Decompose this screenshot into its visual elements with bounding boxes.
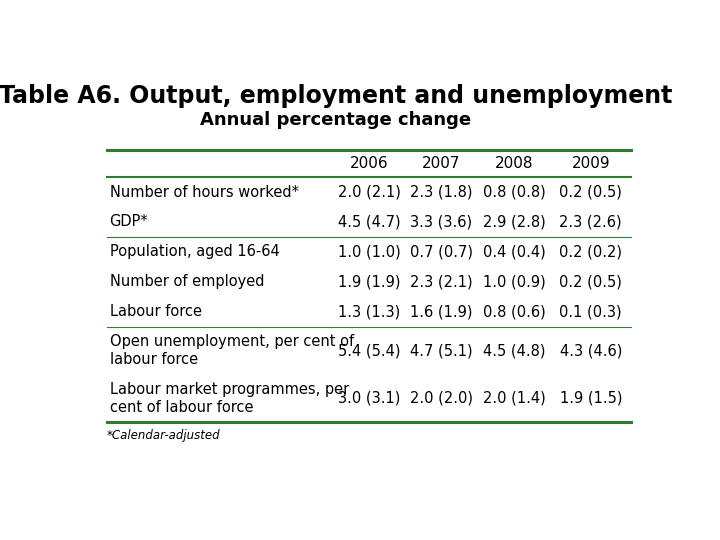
Text: 2.0 (2.0): 2.0 (2.0) xyxy=(410,391,473,406)
Text: 4.3 (4.6): 4.3 (4.6) xyxy=(559,343,622,358)
Text: 5.4 (5.4): 5.4 (5.4) xyxy=(338,343,400,358)
Text: 3.0 (3.1): 3.0 (3.1) xyxy=(338,391,400,406)
Text: 0.8 (0.6): 0.8 (0.6) xyxy=(482,304,546,319)
Text: 2007: 2007 xyxy=(423,156,461,171)
Text: 1.6 (1.9): 1.6 (1.9) xyxy=(410,304,473,319)
Text: 1.0 (0.9): 1.0 (0.9) xyxy=(482,274,546,289)
Text: *Calendar-adjusted: *Calendar-adjusted xyxy=(107,429,220,442)
Text: 1.3 (1.3): 1.3 (1.3) xyxy=(338,304,400,319)
Text: 0.2 (0.5): 0.2 (0.5) xyxy=(559,185,622,200)
Text: 2.0 (2.1): 2.0 (2.1) xyxy=(338,185,400,200)
Text: SVERIGES
RIKSBANK: SVERIGES RIKSBANK xyxy=(646,46,690,68)
Text: 0.7 (0.7): 0.7 (0.7) xyxy=(410,245,473,259)
Text: Labour force: Labour force xyxy=(109,304,202,319)
Text: 0.8 (0.8): 0.8 (0.8) xyxy=(482,185,546,200)
Text: 2.3 (1.8): 2.3 (1.8) xyxy=(410,185,473,200)
Text: 0.4 (0.4): 0.4 (0.4) xyxy=(482,245,546,259)
Text: Number of hours worked*: Number of hours worked* xyxy=(109,185,299,200)
Text: Population, aged 16-64: Population, aged 16-64 xyxy=(109,245,279,259)
Text: 4.7 (5.1): 4.7 (5.1) xyxy=(410,343,473,358)
Text: 0.2 (0.5): 0.2 (0.5) xyxy=(559,274,622,289)
Text: Number of employed: Number of employed xyxy=(109,274,264,289)
Text: 1.9 (1.5): 1.9 (1.5) xyxy=(559,391,622,406)
Text: 2009: 2009 xyxy=(572,156,610,171)
Text: 1.9 (1.9): 1.9 (1.9) xyxy=(338,274,400,289)
Text: 3.3 (3.6): 3.3 (3.6) xyxy=(410,214,472,230)
Text: Open unemployment, per cent of
labour force: Open unemployment, per cent of labour fo… xyxy=(109,334,354,367)
Text: 4.5 (4.7): 4.5 (4.7) xyxy=(338,214,400,230)
Text: 0.1 (0.3): 0.1 (0.3) xyxy=(559,304,622,319)
Text: 1.0 (1.0): 1.0 (1.0) xyxy=(338,245,400,259)
Text: Labour market programmes, per
cent of labour force: Labour market programmes, per cent of la… xyxy=(109,382,348,415)
Text: 0.2 (0.2): 0.2 (0.2) xyxy=(559,245,622,259)
Text: Table A6. Output, employment and unemployment: Table A6. Output, employment and unemplo… xyxy=(0,84,672,107)
Text: GDP*: GDP* xyxy=(109,214,148,230)
Text: 2.3 (2.6): 2.3 (2.6) xyxy=(559,214,622,230)
Text: 2006: 2006 xyxy=(350,156,388,171)
Text: Sources: National Labour Market Board, Statistics Sweden and the Riksbar: Sources: National Labour Market Board, S… xyxy=(38,514,682,529)
Text: 2.0 (1.4): 2.0 (1.4) xyxy=(482,391,546,406)
Text: Annual percentage change: Annual percentage change xyxy=(200,111,471,130)
Text: 2.3 (2.1): 2.3 (2.1) xyxy=(410,274,473,289)
Text: 2.9 (2.8): 2.9 (2.8) xyxy=(482,214,546,230)
Text: 2008: 2008 xyxy=(495,156,534,171)
Text: 4.5 (4.8): 4.5 (4.8) xyxy=(483,343,545,358)
